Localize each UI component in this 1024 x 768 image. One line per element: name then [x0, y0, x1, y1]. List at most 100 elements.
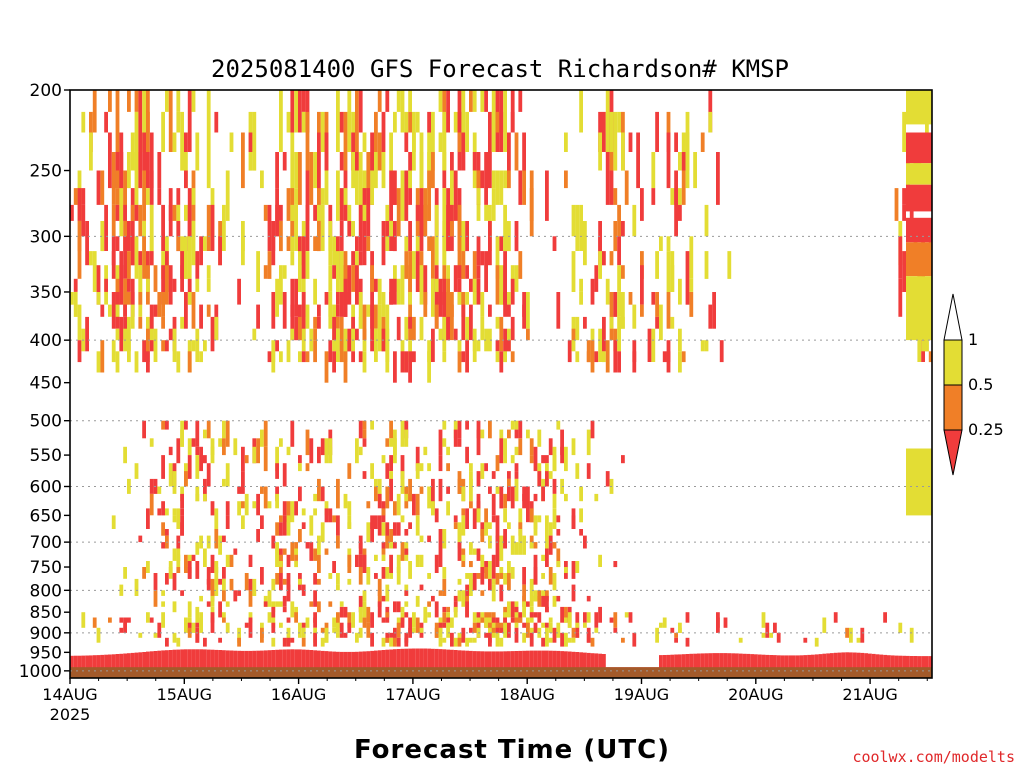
heatmap-cell [210, 501, 215, 516]
heatmap-cell [491, 578, 496, 585]
heatmap-cell [282, 595, 287, 607]
heatmap-cell [374, 573, 378, 579]
y-tick-label: 650 [30, 506, 62, 526]
heatmap-cell [453, 111, 458, 133]
heatmap-cell [343, 328, 348, 362]
heatmap-cell [96, 292, 101, 305]
heatmap-cell [244, 622, 249, 628]
heatmap-cell [700, 132, 705, 152]
heatmap-cell [495, 548, 500, 567]
heatmap-cell [381, 221, 386, 266]
heatmap-cell [507, 651, 511, 668]
heatmap-cell [377, 650, 382, 668]
heatmap-cell [450, 152, 454, 189]
heatmap-cell [187, 351, 192, 373]
heatmap-cell [317, 111, 321, 133]
heatmap-cell [480, 90, 485, 112]
heatmap-cell [412, 132, 416, 152]
heatmap-cell [199, 236, 203, 266]
heatmap-cell [590, 340, 595, 373]
heatmap-cell [206, 567, 211, 585]
heatmap-cell [389, 455, 393, 472]
heatmap-cell [404, 648, 409, 668]
heatmap-cell [146, 111, 150, 152]
heatmap-cell [298, 316, 302, 341]
heatmap-cell [396, 316, 401, 341]
heatmap-cell [248, 554, 253, 567]
y-tick-label: 900 [30, 624, 62, 644]
heatmap-cell [165, 529, 169, 536]
heatmap-cell [157, 508, 162, 516]
heatmap-cell [647, 328, 652, 362]
heatmap-cell [199, 351, 203, 363]
heatmap-cell [906, 312, 932, 341]
heatmap-cell [153, 651, 158, 668]
heatmap-cell [556, 595, 561, 602]
heatmap-cell [256, 529, 260, 543]
heatmap-cell [662, 655, 667, 668]
heatmap-cell [442, 578, 447, 596]
heatmap-cell [313, 493, 317, 502]
heatmap-cell [134, 578, 139, 596]
heatmap-cell [366, 501, 371, 509]
heatmap-cell [393, 522, 397, 536]
heatmap-cell [906, 448, 932, 516]
heatmap-cell [294, 204, 298, 251]
heatmap-cell [522, 486, 526, 502]
heatmap-cell [241, 132, 245, 189]
heatmap-cell [210, 601, 215, 607]
y-tick-label: 850 [30, 603, 62, 623]
heatmap-cell [347, 265, 352, 305]
heatmap-cell [279, 515, 283, 523]
plot-frame [69, 89, 933, 679]
heatmap-cell [613, 111, 618, 171]
heatmap-cell [522, 584, 526, 602]
heatmap-cell [632, 204, 637, 237]
heatmap-cell [241, 221, 245, 252]
heatmap-cell [579, 508, 583, 523]
heatmap-cell [484, 508, 488, 529]
heatmap-cell [503, 622, 507, 638]
heatmap-cell [263, 486, 268, 509]
heatmap-cell [203, 493, 207, 502]
heatmap-cell [328, 236, 333, 251]
heatmap-cell [522, 304, 526, 329]
heatmap-cell [127, 152, 131, 189]
heatmap-cell [902, 204, 906, 221]
heatmap-cell [602, 251, 606, 266]
heatmap-cell [275, 573, 279, 585]
heatmap-cell [465, 606, 469, 618]
heatmap-cell [674, 170, 678, 205]
heatmap-cell [431, 111, 435, 171]
heatmap-cell [583, 652, 587, 668]
heatmap-cell [381, 548, 386, 555]
heatmap-cell [472, 278, 477, 292]
heatmap-cell [545, 606, 549, 613]
heatmap-cell [347, 554, 352, 573]
heatmap-cell [545, 455, 549, 464]
heatmap-cell [575, 561, 580, 573]
heatmap-cell [472, 340, 477, 352]
heatmap-cell [301, 251, 306, 279]
heatmap-cell [541, 595, 545, 607]
heatmap-cell [408, 351, 412, 383]
heatmap-cell [404, 236, 409, 251]
heatmap-cell [484, 90, 488, 112]
heatmap-cell [313, 573, 317, 585]
heatmap-cell [313, 340, 317, 363]
heatmap-cell [685, 251, 690, 292]
heatmap-cell [195, 493, 200, 502]
heatmap-cell [168, 463, 173, 487]
heatmap-cell [716, 617, 720, 633]
heatmap-cell [461, 152, 466, 171]
heatmap-cell [294, 188, 298, 205]
heatmap-cell [457, 292, 462, 305]
heatmap-cell [514, 651, 519, 668]
heatmap-cell [510, 111, 515, 133]
heatmap-cell [168, 90, 173, 152]
heatmap-cell [191, 340, 196, 352]
heatmap-cell [609, 152, 614, 171]
heatmap-cell [404, 251, 409, 279]
heatmap-cell [472, 90, 477, 112]
heatmap-cell [385, 649, 390, 668]
